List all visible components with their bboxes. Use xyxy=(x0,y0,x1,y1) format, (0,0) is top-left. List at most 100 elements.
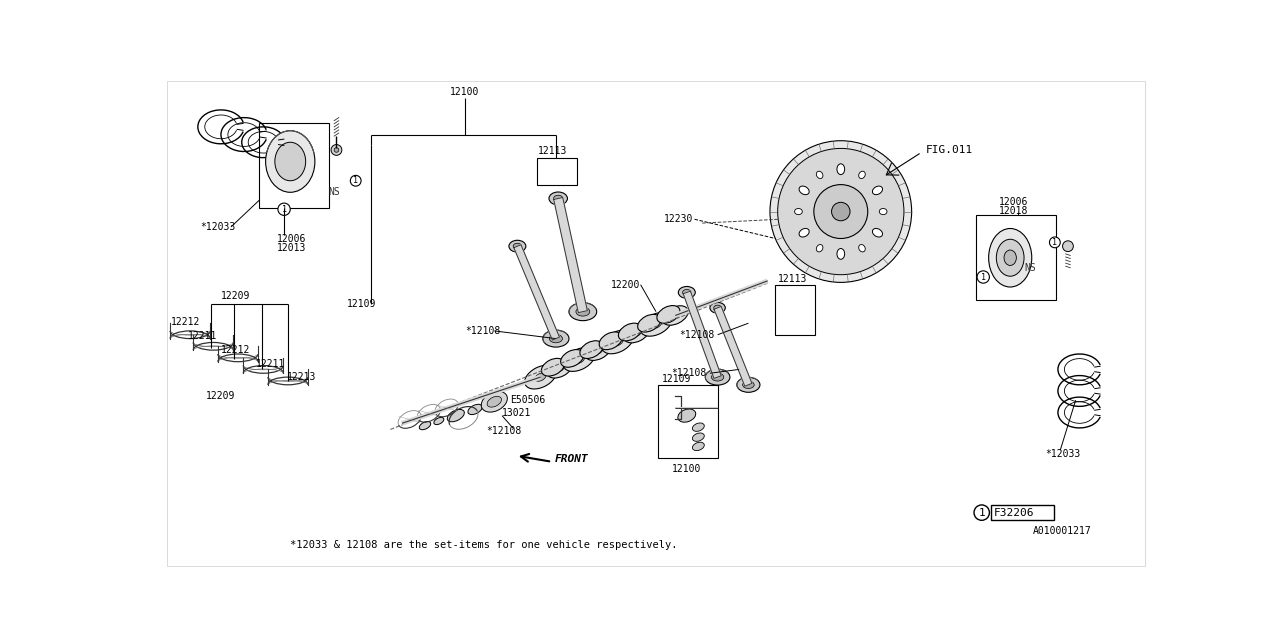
Ellipse shape xyxy=(549,192,567,205)
Circle shape xyxy=(832,202,850,221)
Text: 12213: 12213 xyxy=(287,372,316,382)
Ellipse shape xyxy=(859,172,865,179)
Ellipse shape xyxy=(525,365,557,389)
Ellipse shape xyxy=(712,373,723,381)
Ellipse shape xyxy=(573,355,585,364)
Polygon shape xyxy=(513,244,559,340)
Text: *12033: *12033 xyxy=(200,222,236,232)
Ellipse shape xyxy=(420,422,430,429)
Text: E50506: E50506 xyxy=(509,395,545,405)
Circle shape xyxy=(771,141,911,282)
Ellipse shape xyxy=(434,417,444,424)
Circle shape xyxy=(334,148,339,152)
Text: NS: NS xyxy=(1024,263,1036,273)
Circle shape xyxy=(974,505,989,520)
Ellipse shape xyxy=(837,248,845,259)
Ellipse shape xyxy=(650,320,662,328)
Text: 1: 1 xyxy=(980,273,986,282)
Ellipse shape xyxy=(996,239,1024,276)
Bar xyxy=(991,505,1055,520)
Bar xyxy=(658,385,718,458)
Ellipse shape xyxy=(637,314,660,332)
Ellipse shape xyxy=(705,369,730,385)
Ellipse shape xyxy=(509,240,526,252)
Ellipse shape xyxy=(640,312,672,336)
Text: 12109: 12109 xyxy=(662,374,691,383)
Ellipse shape xyxy=(714,305,722,310)
Ellipse shape xyxy=(547,358,572,378)
Circle shape xyxy=(977,271,989,283)
Text: 12200: 12200 xyxy=(612,280,641,290)
Ellipse shape xyxy=(481,392,507,412)
Ellipse shape xyxy=(602,330,634,354)
Text: 12209: 12209 xyxy=(221,291,251,301)
Polygon shape xyxy=(554,198,588,312)
Circle shape xyxy=(351,175,361,186)
Text: 12230: 12230 xyxy=(664,214,692,224)
Text: FRONT: FRONT xyxy=(554,454,588,465)
Text: 12113: 12113 xyxy=(538,147,567,157)
Ellipse shape xyxy=(988,228,1032,287)
Ellipse shape xyxy=(513,243,522,249)
Ellipse shape xyxy=(692,433,704,442)
Ellipse shape xyxy=(632,330,641,337)
Text: *12108: *12108 xyxy=(672,368,707,378)
Ellipse shape xyxy=(266,131,315,192)
Ellipse shape xyxy=(859,244,865,252)
Ellipse shape xyxy=(662,306,689,325)
Ellipse shape xyxy=(468,404,483,415)
Ellipse shape xyxy=(737,378,760,392)
Ellipse shape xyxy=(618,323,641,341)
Ellipse shape xyxy=(799,228,809,237)
Ellipse shape xyxy=(275,142,306,180)
Ellipse shape xyxy=(553,195,563,202)
Polygon shape xyxy=(714,307,751,386)
Text: *12108: *12108 xyxy=(465,326,500,336)
Text: 12013: 12013 xyxy=(278,243,306,253)
Ellipse shape xyxy=(488,396,502,407)
Ellipse shape xyxy=(795,209,803,214)
Ellipse shape xyxy=(692,442,704,451)
Text: *12033: *12033 xyxy=(1044,449,1080,459)
Text: 1: 1 xyxy=(282,205,287,214)
Ellipse shape xyxy=(742,381,754,388)
Text: 12211: 12211 xyxy=(256,359,285,369)
Circle shape xyxy=(332,145,342,156)
Ellipse shape xyxy=(585,341,611,360)
Circle shape xyxy=(778,148,904,275)
Text: *12108: *12108 xyxy=(486,426,522,436)
Polygon shape xyxy=(684,291,721,378)
Ellipse shape xyxy=(837,164,845,175)
Ellipse shape xyxy=(657,305,680,323)
Ellipse shape xyxy=(447,410,465,422)
Text: 12211: 12211 xyxy=(188,332,218,341)
Ellipse shape xyxy=(710,303,726,313)
Circle shape xyxy=(1050,237,1060,248)
Text: 12113: 12113 xyxy=(778,273,806,284)
Bar xyxy=(536,157,577,184)
Ellipse shape xyxy=(873,228,882,237)
Text: NS: NS xyxy=(329,188,340,197)
Text: 12100: 12100 xyxy=(672,465,700,474)
Text: 12006: 12006 xyxy=(278,234,306,243)
Ellipse shape xyxy=(541,358,564,376)
Circle shape xyxy=(814,184,868,239)
Text: 1: 1 xyxy=(353,176,358,185)
Ellipse shape xyxy=(817,244,823,252)
Text: 1: 1 xyxy=(978,508,986,518)
Text: A010001217: A010001217 xyxy=(1033,526,1092,536)
Text: 1: 1 xyxy=(1052,238,1057,247)
Ellipse shape xyxy=(535,373,547,381)
Ellipse shape xyxy=(549,335,562,343)
Text: 12006: 12006 xyxy=(998,196,1028,207)
Text: FIG.011: FIG.011 xyxy=(925,145,973,155)
Text: 12109: 12109 xyxy=(347,299,376,309)
Bar xyxy=(260,123,329,208)
Ellipse shape xyxy=(678,287,695,298)
Text: 12018: 12018 xyxy=(998,206,1028,216)
Ellipse shape xyxy=(623,323,650,343)
Ellipse shape xyxy=(692,423,704,431)
Ellipse shape xyxy=(873,186,882,195)
Bar xyxy=(975,216,1056,300)
Ellipse shape xyxy=(671,312,680,319)
